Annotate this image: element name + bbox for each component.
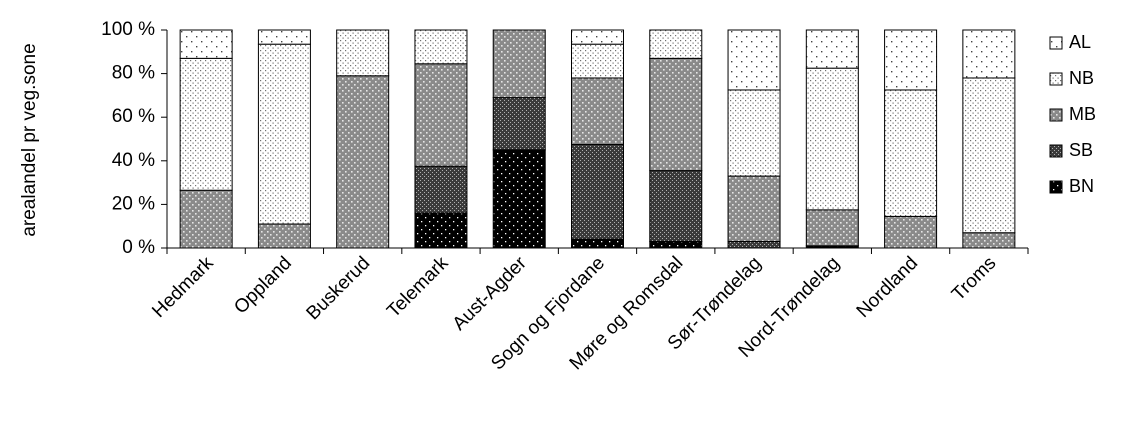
bar-segment-nb (805, 67, 859, 211)
bar-segment-al (179, 29, 233, 59)
bar-segment-mb (884, 215, 938, 249)
bar-segment-mb (414, 63, 468, 167)
category-label: Buskerud (303, 253, 375, 325)
category-label: Telemark (383, 252, 453, 322)
y-tick-label: 100 % (101, 19, 155, 40)
bar-segment-al (962, 29, 1016, 79)
bar-segment-nb (727, 89, 781, 177)
bar-segment-bn (414, 212, 468, 249)
bar-segment-bn (649, 240, 703, 249)
y-tick-label: 20 % (112, 193, 155, 214)
y-tick-label: 0 % (122, 237, 155, 258)
legend: AL NB MB SB BN (1049, 32, 1096, 196)
category-label: Oppland (230, 253, 296, 319)
legend-swatch-sb (1049, 144, 1063, 158)
y-tick-label: 80 % (112, 63, 155, 84)
bar-segment-al (805, 29, 859, 69)
bar-segment-sb (727, 240, 781, 249)
category-labels: Hedmark Oppland Buskerud TelemarkAust-Agder… (148, 252, 1000, 374)
bar-segment-nb (884, 89, 938, 217)
legend-swatch-mb (1049, 108, 1063, 122)
bar-segment-mb (727, 175, 781, 242)
category-label: Nordland (853, 253, 922, 322)
bar-segment-sb (414, 165, 468, 214)
legend-swatch-bn (1049, 180, 1063, 194)
y-tick-label: 60 % (112, 106, 155, 127)
bar-segment-nb (336, 29, 390, 77)
bar-segment-bn (571, 238, 624, 249)
bar-segment-bn (492, 149, 546, 249)
axes-layer (161, 29, 1029, 254)
bar-segment-nb (962, 77, 1016, 234)
category-label: Hedmark (148, 252, 218, 322)
bar-segment-mb (649, 57, 703, 172)
legend-swatch-al (1049, 36, 1063, 50)
bar-segment-nb (257, 43, 311, 225)
y-axis-label: arealandel pr veg.sone (19, 43, 40, 236)
legend-label-mb: MB (1069, 104, 1096, 124)
y-tick-label: 40 % (112, 150, 155, 171)
bar-segment-al (257, 29, 311, 45)
bar-segment-nb (649, 29, 703, 59)
legend-label-al: AL (1069, 32, 1091, 52)
legend-label-bn: BN (1069, 176, 1094, 196)
bar-segment-mb (336, 75, 390, 249)
bar-segment-nb (179, 57, 233, 191)
legend-label-nb: NB (1069, 68, 1094, 88)
bar-segment-al (884, 29, 938, 91)
category-label: Aust-Agder (449, 252, 532, 335)
bar-segment-nb (414, 29, 468, 65)
bar-segment-mb (571, 77, 624, 145)
bar-segment-mb (492, 29, 546, 99)
bar-segment-mb (962, 232, 1016, 249)
bar-segment-sb (649, 170, 703, 242)
bar-segment-mb (179, 189, 233, 249)
y-tick-labels: 0 % 20 % 40 % 60 % 80 % 100 % (101, 19, 155, 258)
bar-segment-mb (257, 223, 311, 249)
legend-swatch-nb (1049, 72, 1063, 86)
bars-layer (179, 29, 1016, 249)
bar-segment-al (727, 29, 781, 91)
bar-segment-mb (805, 209, 859, 247)
bar-segment-al (571, 29, 624, 45)
bar-segment-sb (571, 143, 624, 240)
bar-segment-sb (492, 97, 546, 151)
legend-label-sb: SB (1069, 140, 1093, 160)
bar-segment-nb (571, 43, 624, 79)
category-label: Troms (948, 253, 1000, 305)
